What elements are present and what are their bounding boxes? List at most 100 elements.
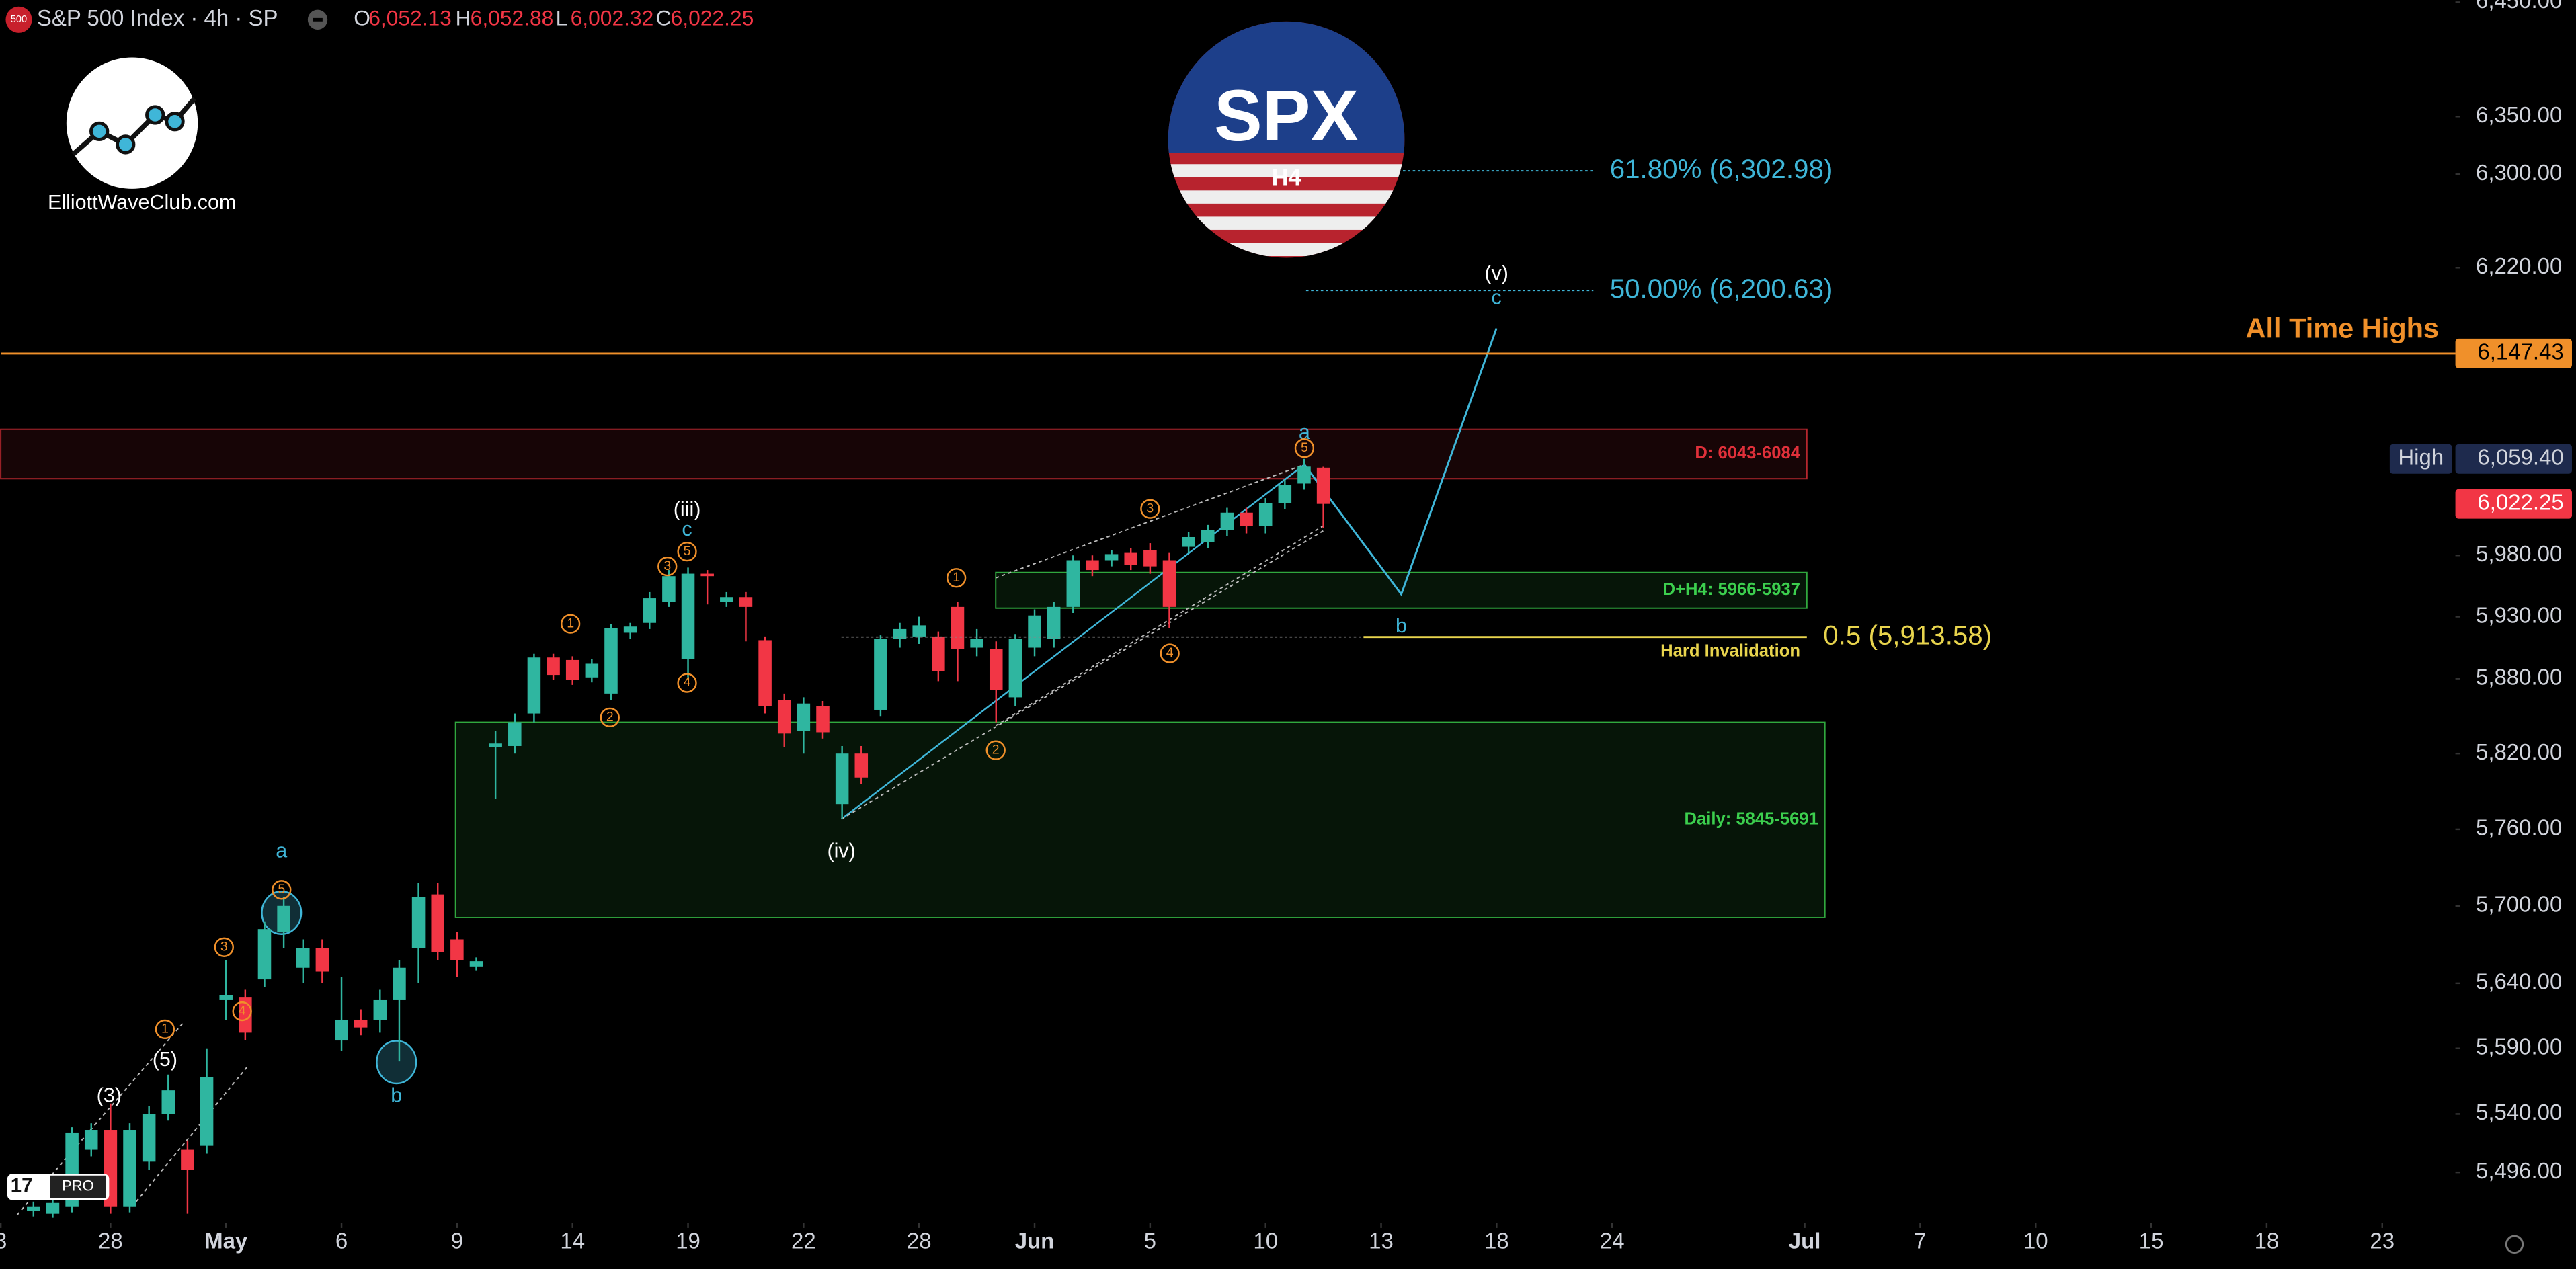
wave-circle — [232, 1001, 252, 1022]
wave-label: 3 — [1146, 501, 1154, 516]
candle-body — [84, 1130, 98, 1150]
candle-body — [1104, 554, 1119, 561]
candle-body — [1047, 606, 1061, 639]
candle-body — [1258, 503, 1273, 526]
x-tick-label: May — [204, 1229, 248, 1254]
y-tick-label: 6,450.00 — [2476, 0, 2562, 13]
wave-label: c — [1492, 286, 1502, 309]
candle-body — [469, 961, 483, 967]
candle-body — [854, 753, 869, 778]
pro-label: PRO — [62, 1178, 94, 1194]
wave-circle — [155, 1019, 175, 1040]
wave-label: 5 — [278, 882, 285, 897]
candle-body — [142, 1114, 156, 1162]
wave-circle — [1140, 499, 1160, 519]
candles — [27, 458, 1330, 1218]
zone-label: Daily: 5845-5691 — [1684, 810, 1818, 829]
candle-body — [739, 597, 753, 607]
wave-label: c — [682, 518, 692, 540]
candle-body — [816, 706, 830, 733]
candle-body — [565, 659, 579, 680]
ohlc-key: O — [354, 6, 370, 30]
candle-body — [1297, 466, 1311, 484]
wave-circle — [985, 740, 1006, 760]
high-key-badge — [2389, 444, 2452, 474]
y-tick-label: 5,930.00 — [2476, 602, 2562, 627]
y-tick-label: 5,590.00 — [2476, 1034, 2562, 1059]
wave-label: (3) — [97, 1084, 122, 1107]
x-tick-label: 28 — [98, 1229, 123, 1254]
fib-note: Hard Invalidation — [1660, 641, 1800, 660]
x-tick-label: 10 — [1253, 1229, 1278, 1254]
candle-body — [777, 700, 791, 734]
club-name: ElliottWaveClub.com — [48, 191, 236, 214]
candle-body — [257, 929, 272, 980]
candle-body — [527, 657, 541, 714]
wave-label: 1 — [161, 1022, 169, 1036]
pro-badge: 17 PRO — [7, 1174, 110, 1200]
x-tick-label: 5 — [1144, 1229, 1156, 1254]
candle-body — [623, 626, 637, 633]
fib-label: 61.80% (6,302.98) — [1610, 154, 1833, 184]
candle-body — [335, 1019, 348, 1041]
logo-timeframe: H4 — [1272, 165, 1301, 190]
high-value: 6,059.40 — [2477, 444, 2563, 469]
wave-label: 5 — [1301, 440, 1308, 455]
candle-body — [758, 640, 772, 706]
wave-label: 1 — [953, 570, 960, 585]
candle-body — [604, 628, 618, 694]
candle-body — [46, 1202, 60, 1214]
wave-label: 3 — [663, 559, 671, 573]
wave-label: (v) — [1484, 261, 1508, 284]
x-tick-label: 6 — [335, 1229, 348, 1254]
candle-body — [893, 628, 907, 639]
wave-label: 4 — [1166, 645, 1174, 660]
wave-circle — [376, 1040, 417, 1085]
candle-body — [1182, 536, 1195, 547]
candle-body — [874, 639, 887, 710]
header: 500 S&P 500 Index · 4h · SP — [5, 5, 328, 33]
ohlc-key: L — [556, 6, 568, 30]
wave-label: 1 — [567, 616, 574, 630]
x-tick-label: 10 — [2023, 1229, 2048, 1254]
candle-body — [1008, 639, 1022, 698]
wave-label: a — [276, 840, 287, 862]
candle-body — [1066, 560, 1080, 607]
candle-body — [1028, 615, 1041, 648]
candle-body — [508, 722, 522, 746]
ath-value: 6,147.43 — [2477, 339, 2563, 364]
candle-body — [932, 636, 945, 671]
candle-body — [970, 639, 983, 648]
candle-body — [720, 597, 733, 602]
candle-body — [161, 1090, 175, 1114]
overlay: 61.80% (6,302.98) 50.00% (6,200.63) 0.5 (5… — [1, 154, 2572, 1107]
candle-body — [797, 703, 811, 731]
zones: D: 6043-6084 D+H4: 5966-5937 Daily: 5845-5… — [0, 428, 1826, 918]
zone-label: D+H4: 5966-5937 — [1663, 580, 1800, 599]
ohlc-key: C — [656, 6, 672, 30]
svg-text:17: 17 — [11, 1175, 33, 1197]
ath-badge — [2455, 338, 2572, 368]
candle-body — [431, 894, 445, 952]
projection-path — [1303, 327, 1498, 597]
wave-circle — [657, 556, 678, 577]
candle-body — [489, 743, 502, 747]
candle-body — [681, 573, 695, 659]
wave-label: b — [1396, 614, 1407, 637]
y-tick-label: 5,760.00 — [2476, 815, 2562, 840]
high-badge — [2455, 444, 2572, 474]
candle-body — [239, 997, 252, 1033]
x-tick-label: 9 — [451, 1229, 463, 1254]
fib-label: 0.5 (5,913.58) — [1823, 620, 1992, 650]
wedge-line — [995, 464, 1305, 579]
wave-circle — [600, 707, 620, 727]
candle-body — [1316, 467, 1330, 504]
ath-label: All Time Highs — [2246, 313, 2440, 344]
candle-body — [354, 1019, 368, 1028]
x-tick-label: 19 — [676, 1229, 700, 1254]
x-tick-label: 23 — [2370, 1229, 2394, 1254]
wave-circle — [1160, 643, 1180, 663]
